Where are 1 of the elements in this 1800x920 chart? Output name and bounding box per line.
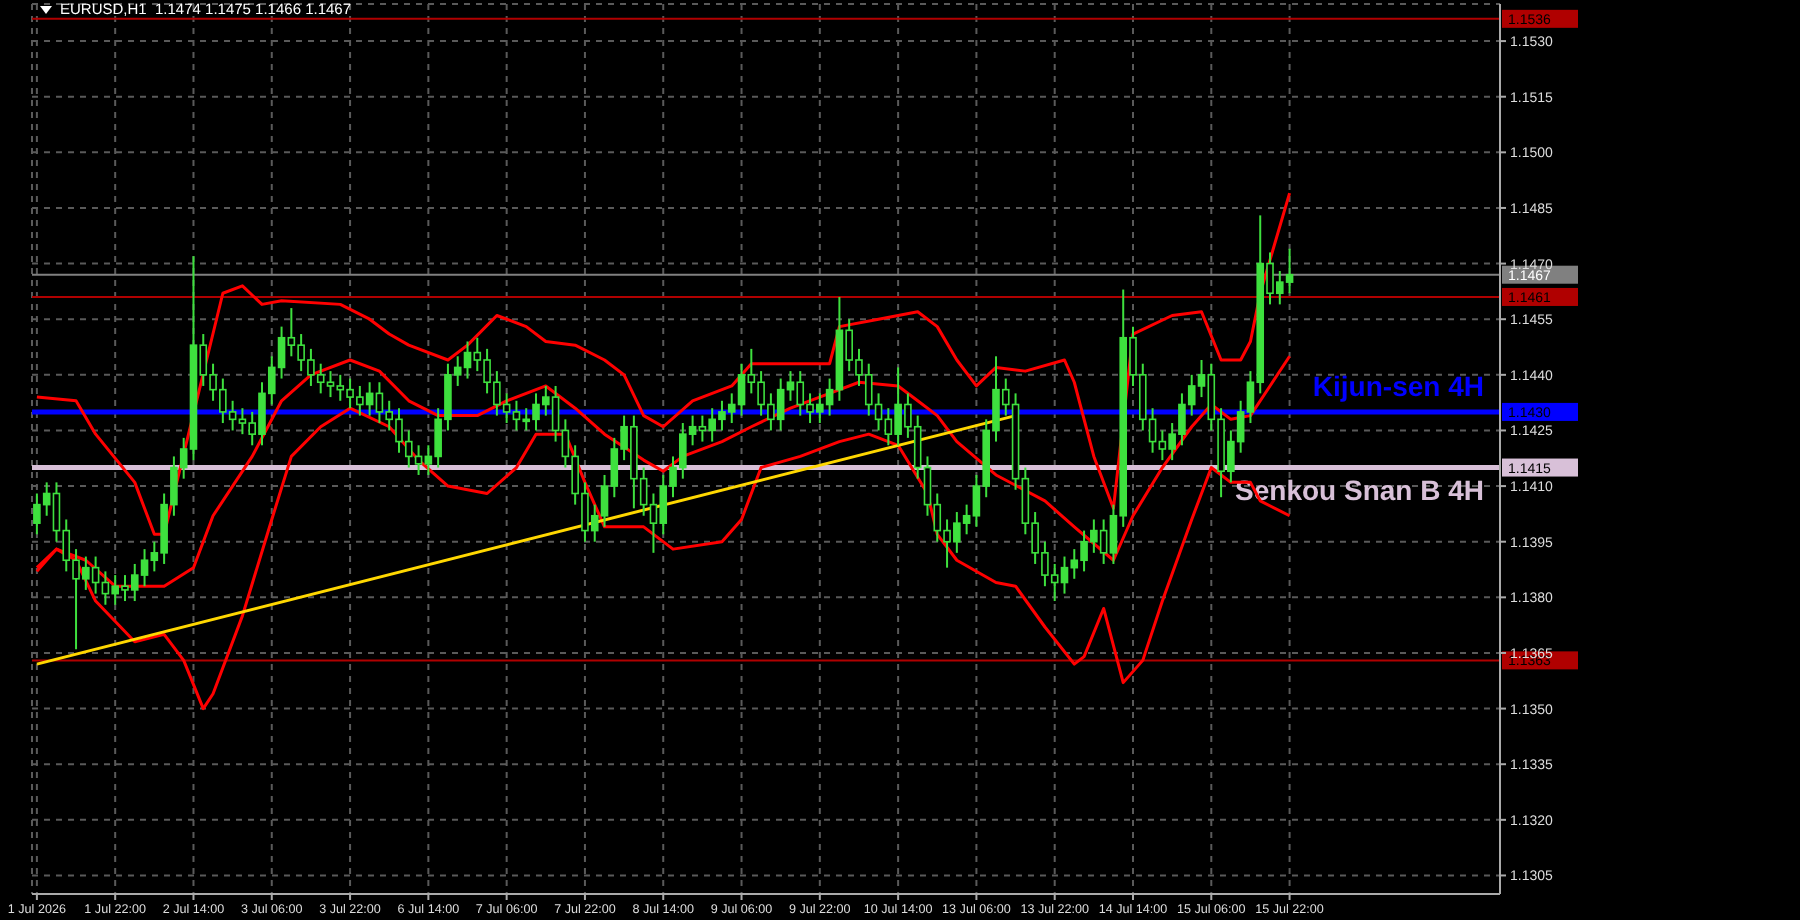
- annotation: Kijun-sen 4H: [1312, 369, 1484, 402]
